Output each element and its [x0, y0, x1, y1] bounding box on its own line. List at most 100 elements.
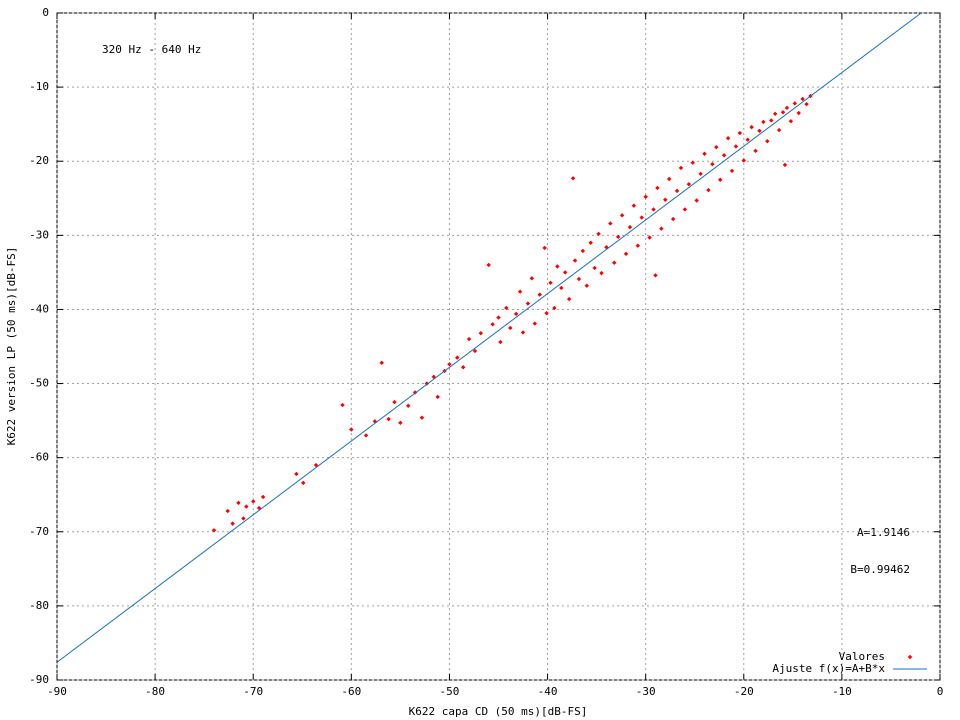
scatter-point	[517, 289, 523, 294]
scatter-point	[498, 339, 503, 345]
scatter-point	[757, 128, 762, 134]
scatter-point	[398, 420, 403, 426]
scatter-point	[599, 270, 604, 276]
annotation: 320 Hz - 640 Hz	[102, 43, 201, 56]
legend-label: Ajuste f(x)=A+B*x	[772, 662, 885, 675]
scatter-point	[788, 119, 794, 124]
scatter-point	[532, 321, 538, 326]
scatter-point	[653, 273, 658, 278]
scatter-point	[714, 144, 719, 150]
scatter-point	[800, 96, 805, 102]
scatter-point	[615, 234, 621, 240]
x-tick-label: -70	[243, 685, 263, 698]
scatter-point	[260, 494, 266, 500]
scatter-point	[678, 165, 684, 171]
scatter-point	[472, 348, 478, 354]
scatter-point	[631, 203, 637, 208]
scatter-point	[623, 251, 629, 257]
scatter-point	[647, 235, 652, 240]
scatter-point	[363, 433, 369, 438]
scatter-point	[548, 280, 553, 285]
scatter-point	[659, 226, 664, 231]
scatter-point	[733, 144, 739, 149]
scatter-point	[490, 322, 495, 327]
scatter-point	[619, 213, 625, 218]
scatter-point	[294, 471, 299, 477]
legend-marker	[907, 654, 913, 660]
x-tick-label: 0	[937, 685, 944, 698]
scatter-point	[608, 221, 613, 226]
scatter-point	[796, 110, 801, 116]
y-axis-label: K622 version LP (50 ms)[dB-FS]	[5, 247, 18, 446]
scatter-point	[706, 187, 711, 193]
scatter-point	[570, 176, 576, 181]
scatter-point	[686, 181, 692, 187]
scatter-point	[741, 158, 746, 163]
scatter-point	[780, 110, 786, 115]
x-tick-label: -30	[636, 685, 656, 698]
scatter-point	[340, 402, 345, 408]
scatter-point	[769, 118, 774, 123]
scatter-point	[655, 185, 660, 191]
scatter-point	[725, 136, 731, 141]
scatter-point	[392, 399, 397, 405]
fit-line	[56, 12, 922, 663]
scatter-point	[301, 480, 306, 486]
scatter-point	[694, 198, 699, 203]
scatter-point	[584, 283, 589, 288]
scatter-point	[596, 231, 601, 237]
scatter-point	[710, 161, 715, 167]
scatter-point	[588, 240, 593, 245]
x-tick-label: -20	[734, 685, 754, 698]
x-tick-label: -40	[538, 685, 558, 698]
scatter-point	[455, 355, 460, 360]
scatter-point	[435, 394, 440, 400]
y-tick-label: -60	[29, 451, 49, 464]
scatter-point	[765, 139, 770, 144]
y-tick-label: -20	[29, 154, 49, 167]
scatter-point	[542, 245, 547, 251]
scatter-point	[478, 330, 484, 336]
scatter-point	[592, 265, 597, 271]
y-tick-label: -80	[29, 599, 49, 612]
scatter-point	[251, 499, 256, 504]
y-tick-label: -10	[29, 80, 49, 93]
scatter-point	[627, 224, 633, 230]
scatter-point	[612, 260, 617, 265]
scatter-point	[563, 270, 568, 275]
scatter-point	[782, 162, 788, 168]
scatter-point	[737, 130, 743, 136]
scatter-point	[663, 197, 668, 202]
scatter-point	[466, 336, 472, 342]
scatter-point	[749, 124, 754, 130]
scatter-point	[651, 207, 656, 212]
scatter-point	[211, 528, 217, 533]
annotation: A=1.9146	[857, 526, 910, 539]
scatter-point	[667, 176, 672, 182]
scatter-point	[559, 285, 564, 291]
annotation: B=0.99462	[850, 563, 910, 576]
scatter-point	[244, 504, 249, 509]
scatter-point	[537, 292, 542, 297]
scatter-point	[349, 427, 354, 432]
scatter-point	[525, 301, 531, 306]
x-axis-label: K622 capa CD (50 ms)[dB-FS]	[409, 705, 588, 718]
scatter-point	[698, 171, 703, 177]
x-tick-label: -90	[47, 685, 67, 698]
scatter-point	[753, 148, 758, 154]
scatter-point	[792, 101, 797, 106]
scatter-point	[496, 315, 501, 320]
scatter-point	[804, 101, 809, 107]
scatter-point	[670, 216, 676, 222]
scatter-point	[702, 151, 707, 157]
scatter-point	[776, 127, 782, 133]
scatter-point	[230, 521, 235, 526]
scatter-point	[674, 188, 680, 194]
scatter-point	[580, 248, 586, 254]
y-tick-label: -40	[29, 302, 49, 315]
x-tick-label: -80	[145, 685, 165, 698]
scatter-point	[576, 276, 582, 282]
scatter-point	[639, 215, 644, 220]
scatter-point	[690, 160, 695, 165]
